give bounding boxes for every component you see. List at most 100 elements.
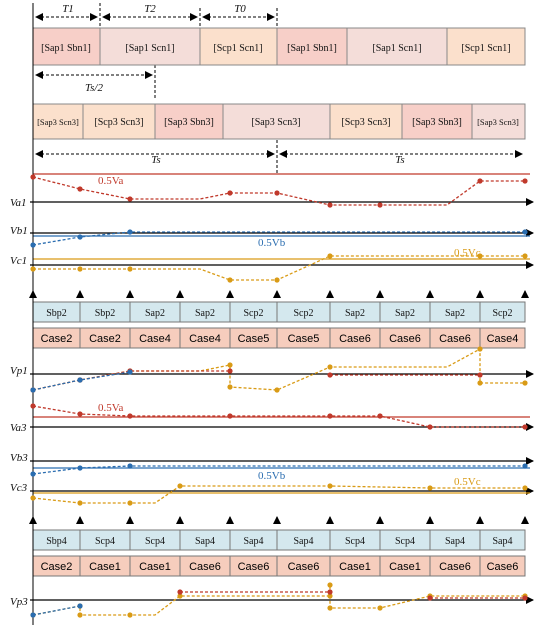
switch-row-2-label: Sap4: [445, 536, 465, 547]
waveform-dot: [327, 483, 333, 489]
case-row-1-label: Case6: [389, 333, 421, 345]
switch-row-1-label: Sbp2: [46, 308, 67, 319]
half-vc-label-2: 0.5Vc: [454, 476, 481, 488]
row1-block-label: [Sap1 Scn1]: [372, 43, 421, 54]
waveform-dot: [227, 362, 233, 368]
half-va-label: 0.5Va: [98, 175, 123, 187]
half-vc-label: 0.5Vc: [454, 247, 481, 259]
waveform-dot: [327, 589, 333, 595]
row1-block-label: [Sap1 Sbn1]: [287, 43, 337, 54]
case-row-1-cell: [479, 327, 526, 349]
vp1-section: Vp1: [10, 347, 534, 391]
waveform-dot: [77, 465, 83, 471]
waveform-dot: [177, 483, 183, 489]
row2-block: [329, 103, 403, 140]
case-row-2-cell: [479, 555, 526, 577]
case-row-1-label: Case6: [439, 333, 471, 345]
row1-block-label: [Sap1 Scn1]: [125, 43, 174, 54]
waveforms-section-1: 0.5Va Va1 Vb1 0.5Vb Vc1 0.5Vc: [10, 173, 534, 281]
row1-block-label: [Scp1 Scn1]: [213, 43, 262, 54]
va3-label: Va3: [10, 422, 27, 434]
half-vb-label: 0.5Vb: [258, 237, 286, 249]
ts-label-2: Ts: [395, 154, 404, 166]
row2-block-label: [Sap3 Scn3]: [37, 117, 79, 127]
waveform-dot: [127, 463, 133, 469]
switch-row-1-label: Sap2: [345, 308, 365, 319]
waveform-dot: [427, 595, 433, 601]
waveform-dot: [30, 242, 36, 248]
switch-row-1-label: Sap2: [145, 308, 165, 319]
vc1-waveform: [33, 255, 525, 281]
waveform-dot: [327, 413, 333, 419]
vp1-waveform-b: [32, 371, 131, 391]
waveform-dot: [522, 178, 528, 184]
waveform-dot: [30, 403, 36, 409]
waveform-dot: [327, 582, 333, 588]
row1-block: [446, 27, 526, 66]
half-vb-label-2: 0.5Vb: [258, 470, 286, 482]
waveform-dot: [227, 277, 233, 283]
vp3-section: Vp3: [10, 585, 534, 616]
case-row-2-label: Case1: [89, 561, 121, 573]
row2-block: [471, 103, 526, 140]
waveform-dot: [327, 372, 333, 378]
switch-row-2-label: Scp4: [395, 536, 415, 547]
ts-label-1: Ts: [151, 154, 160, 166]
waveform-dot: [377, 202, 383, 208]
row2-block: [32, 103, 84, 140]
half-va-label-2: 0.5Va: [98, 402, 123, 414]
row2-block-label: [Sap3 Scn3]: [251, 117, 300, 128]
waveform-dot: [30, 387, 36, 393]
waveform-dot: [77, 377, 83, 383]
waveform-dot: [77, 500, 83, 506]
waveform-dot: [522, 229, 528, 235]
row2-block-label: [Sap3 Scn3]: [477, 117, 519, 127]
case-row-2-label: Case6: [288, 561, 320, 573]
switch-row-1-cell: [479, 301, 526, 323]
waveform-dot: [30, 174, 36, 180]
case-row-1-label: Case4: [189, 333, 221, 345]
case-row-2-label: Case6: [238, 561, 270, 573]
waveform-dot: [77, 603, 83, 609]
waveform-dot: [522, 380, 528, 386]
case-row-2-label: Case6: [487, 561, 519, 573]
switch-row-1-label: Sbp2: [95, 308, 116, 319]
waveform-dot: [30, 495, 36, 501]
case-row-1-label: Case4: [139, 333, 171, 345]
waveform-dot: [327, 605, 333, 611]
vc3-waveform: [32, 485, 525, 504]
waveform-dot: [227, 413, 233, 419]
row1-block: [199, 27, 278, 66]
case-row-1-label: Case2: [41, 333, 73, 345]
waveforms-section-2: 0.5Va Va3 Vb3 0.5Vb Vc3 0.5Vc: [10, 402, 534, 504]
waveform-dot: [127, 369, 133, 375]
switch-row-1-label: Sap2: [395, 308, 415, 319]
waveform-dot: [522, 485, 528, 491]
row2-block: [82, 103, 156, 140]
row2-blocks: [Sap3 Scn3] [Scp3 Scn3] [Sap3 Sbn3] [Sap…: [32, 103, 526, 140]
row1-block-label: [Scp1 Scn1]: [461, 43, 510, 54]
waveform-dot: [77, 411, 83, 417]
waveform-dot: [477, 380, 483, 386]
case-row-2-label: Case6: [189, 561, 221, 573]
half-period-label: Ts/2: [85, 82, 103, 94]
vp3-label: Vp3: [10, 596, 28, 608]
waveform-dot: [227, 384, 233, 390]
row2-block-label: [Scp3 Scn3]: [341, 117, 390, 128]
vb3-waveform: [32, 465, 525, 475]
case-row-1-label: Case2: [89, 333, 121, 345]
waveform-dot: [274, 190, 280, 196]
waveform-dot: [327, 202, 333, 208]
switch-row-1-label: Sap2: [195, 308, 215, 319]
timing-annotations: T1 T2 T0 Ts/2 Ts Ts: [32, 3, 523, 175]
vb1-label: Vb1: [10, 225, 28, 237]
t0-label: T0: [234, 3, 246, 15]
waveform-dot: [127, 229, 133, 235]
tick-arrows-1: [29, 290, 529, 298]
waveform-dot: [427, 424, 433, 430]
switch-row-2-label: Scp4: [95, 536, 115, 547]
case-row-1-label: Case6: [339, 333, 371, 345]
vp1-waveform-c: [32, 347, 525, 391]
waveform-dot: [127, 196, 133, 202]
va1-label: Va1: [10, 197, 27, 209]
